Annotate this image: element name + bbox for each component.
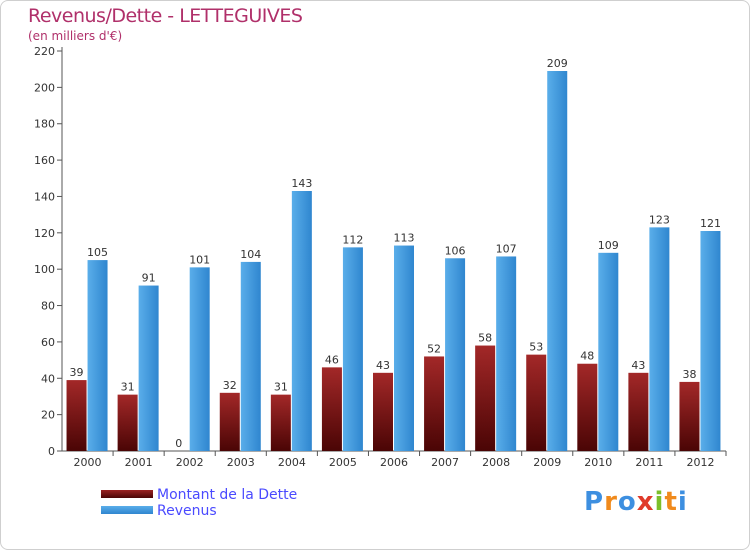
data-label: 43	[631, 359, 645, 372]
bar-dette	[679, 381, 700, 451]
x-tick-label: 2010	[584, 456, 612, 469]
x-tick-label: 2012	[686, 456, 714, 469]
bar-dette	[270, 394, 291, 451]
y-tick-label: 40	[41, 372, 55, 385]
bar-revenus	[189, 267, 210, 451]
bar-dette	[475, 345, 496, 451]
x-tick-label: 2001	[125, 456, 153, 469]
x-tick-label: 2007	[431, 456, 459, 469]
data-label: 106	[445, 244, 466, 257]
bar-revenus	[598, 252, 619, 451]
bar-revenus	[291, 191, 312, 451]
data-label: 43	[376, 359, 390, 372]
data-label: 209	[547, 57, 568, 70]
chart-subtitle: (en milliers d'€)	[28, 29, 123, 43]
bar-dette	[424, 356, 445, 451]
logo-letter: i	[677, 487, 688, 517]
data-label: 46	[325, 353, 339, 366]
data-label: 31	[274, 381, 288, 394]
data-label: 0	[175, 437, 182, 450]
bar-revenus	[700, 231, 721, 451]
data-label: 38	[682, 368, 696, 381]
chart-title: Revenus/Dette - LETTEGUIVES	[28, 5, 303, 27]
data-label: 105	[87, 246, 108, 259]
y-tick-label: 160	[34, 154, 55, 167]
bar-revenus	[342, 247, 363, 451]
x-tick-label: 2005	[329, 456, 357, 469]
bar-dette	[66, 380, 87, 451]
legend-label-revenus: Revenus	[157, 503, 217, 519]
bar-dette	[219, 392, 240, 451]
y-tick-label: 200	[34, 81, 55, 94]
data-label: 91	[142, 272, 156, 285]
x-tick-label: 2002	[176, 456, 204, 469]
data-label: 101	[189, 253, 210, 266]
x-tick-label: 2009	[533, 456, 561, 469]
legend-swatch-revenus	[101, 506, 153, 514]
data-label: 31	[121, 381, 135, 394]
y-tick-label: 100	[34, 263, 55, 276]
bar-revenus	[138, 285, 159, 451]
x-tick-label: 2008	[482, 456, 510, 469]
bar-revenus	[394, 245, 414, 451]
x-tick-label: 2011	[635, 456, 663, 469]
y-tick-label: 140	[34, 190, 55, 203]
x-tick-label: 2000	[74, 456, 102, 469]
y-tick-label: 120	[34, 227, 55, 240]
data-label: 113	[394, 232, 415, 245]
bar-revenus	[649, 227, 670, 451]
logo-letter: P	[584, 487, 605, 517]
x-tick-label: 2004	[278, 456, 306, 469]
data-label: 123	[649, 213, 670, 226]
legend-label-dette: Montant de la Dette	[157, 487, 298, 503]
bar-dette	[526, 354, 547, 451]
bar-revenus	[496, 256, 517, 451]
y-tick-label: 60	[41, 336, 55, 349]
bar-chart: 0 20 40 60 80 100 120 140 160 180 200 220 2000 39 105 2…	[34, 45, 727, 469]
logo-letter: t	[664, 487, 678, 517]
y-tick-label: 0	[48, 445, 55, 458]
y-tick-label: 220	[34, 45, 55, 58]
data-label: 53	[529, 341, 543, 354]
logo-letter: x	[636, 487, 655, 517]
bar-revenus	[240, 261, 261, 451]
y-tick-label: 20	[41, 409, 55, 422]
bar-dette	[628, 372, 649, 451]
bar-dette	[373, 372, 393, 451]
y-tick-label: 80	[41, 300, 55, 313]
proxiti-logo: Proxiti	[584, 487, 688, 517]
bar-revenus	[87, 260, 108, 451]
data-label: 104	[240, 248, 261, 261]
bar-dette	[321, 367, 342, 451]
data-label: 58	[478, 332, 492, 345]
data-label: 39	[70, 366, 84, 379]
bar-revenus	[445, 258, 466, 451]
data-label: 121	[700, 217, 721, 230]
legend-swatch-dette	[101, 490, 153, 498]
x-tick-label: 2003	[227, 456, 255, 469]
data-label: 109	[598, 239, 619, 252]
logo-letter: o	[617, 487, 637, 517]
data-label: 32	[223, 379, 237, 392]
bar-dette	[577, 363, 598, 451]
data-label: 112	[342, 233, 363, 246]
data-label: 52	[427, 342, 441, 355]
data-label: 143	[291, 177, 312, 190]
bar-revenus	[547, 71, 568, 451]
y-tick-label: 180	[34, 118, 55, 131]
data-label: 107	[496, 242, 517, 255]
x-tick-label: 2006	[380, 456, 408, 469]
logo-letter: i	[654, 487, 665, 517]
logo-letter: r	[604, 487, 618, 517]
bar-dette	[117, 394, 138, 451]
data-label: 48	[580, 350, 594, 363]
